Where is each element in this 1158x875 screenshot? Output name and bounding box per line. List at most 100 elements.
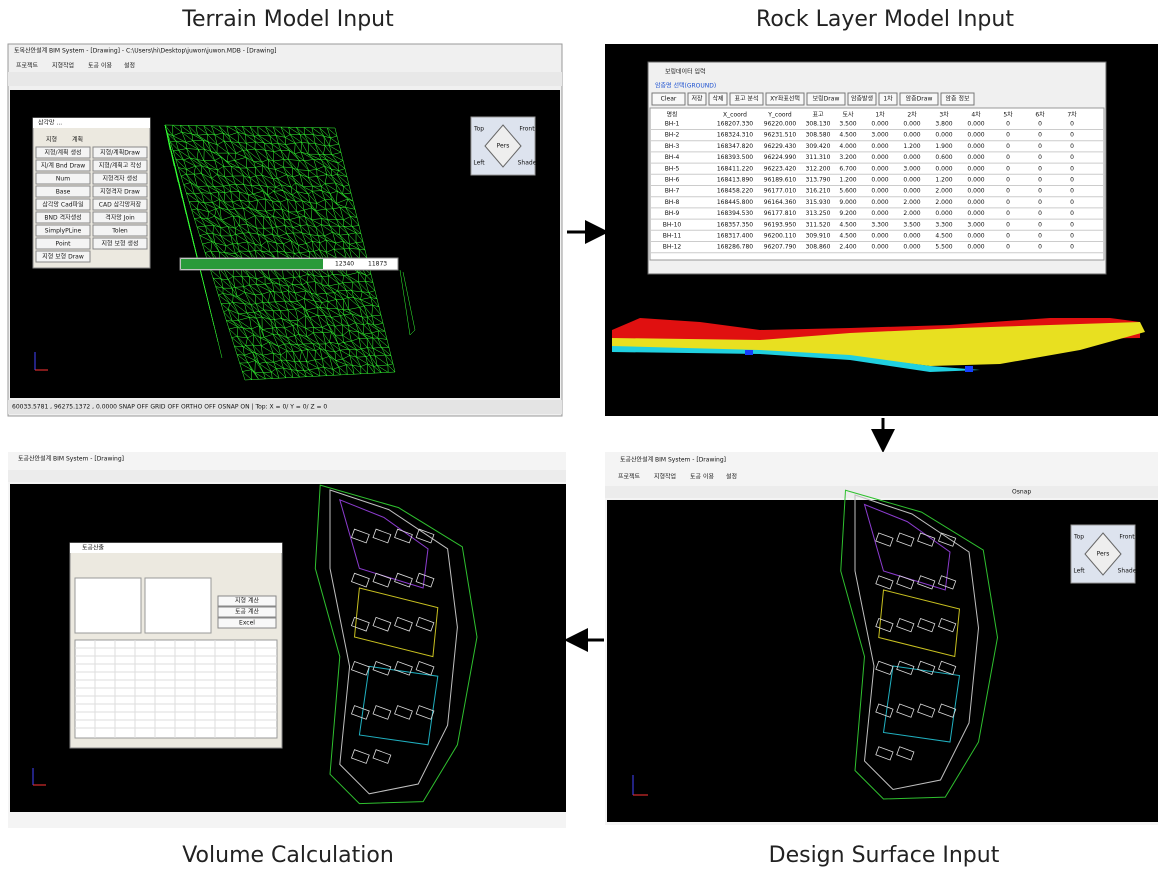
table-cell: 0 xyxy=(1006,143,1010,150)
cube-label: Top xyxy=(1073,534,1084,541)
table-cell: 1.200 xyxy=(935,177,952,184)
table-cell: 9.000 xyxy=(839,199,856,206)
table-cell: 0 xyxy=(1038,177,1042,184)
table-cell: 0 xyxy=(1038,121,1042,128)
table-cell: 3.200 xyxy=(839,154,856,161)
table-cell: 0 xyxy=(1006,221,1010,228)
caption: Design Surface Input xyxy=(769,843,1000,868)
building xyxy=(350,572,370,588)
progress-count: 12340 xyxy=(335,261,354,268)
building xyxy=(917,660,936,675)
table-cell: 0.000 xyxy=(871,143,888,150)
table-cell: 3.500 xyxy=(839,121,856,128)
table-cell: 0 xyxy=(1070,121,1074,128)
table-cell: 313.250 xyxy=(806,210,831,217)
table-cell: 316.210 xyxy=(806,188,831,195)
button-label: Tolen xyxy=(111,228,128,235)
table-header: 명칭 xyxy=(666,111,677,119)
table-cell: 0.000 xyxy=(935,165,952,172)
outline xyxy=(840,489,999,800)
table-cell: 9.200 xyxy=(839,210,856,217)
caption: Terrain Model Input xyxy=(181,7,394,32)
table-cell: 2.000 xyxy=(903,210,920,217)
outline xyxy=(882,665,961,743)
table-cell: 0 xyxy=(1038,165,1042,172)
button xyxy=(708,92,728,106)
table-cell: 0 xyxy=(1038,244,1042,251)
table-cell: 0 xyxy=(1038,199,1042,206)
button xyxy=(35,172,91,185)
table-cell: 3.300 xyxy=(871,221,888,228)
button xyxy=(765,92,805,106)
rock-layer-view: 보링데이터 입력 암층명 선택(GROUND) Clear 저장 삭제 표고 분석 XY… xyxy=(605,44,1158,416)
table-cell: 168207.330 xyxy=(717,121,753,128)
button-label: SimplyPLine xyxy=(45,228,82,235)
button xyxy=(651,92,686,106)
button xyxy=(35,237,91,250)
table-cell: 0 xyxy=(1070,154,1074,161)
table-cell: 0.000 xyxy=(871,165,888,172)
table-cell: 96223.420 xyxy=(764,165,797,172)
outline xyxy=(339,498,429,589)
dialog-title: 삼각망 ... xyxy=(38,119,62,127)
table-header: X_coord xyxy=(723,112,747,119)
volume-window: 토공산안설계 BIM System - [Drawing] 토공산출 지형 계산… xyxy=(8,452,566,828)
building xyxy=(350,660,370,676)
table-cell: BH-4 xyxy=(665,154,680,161)
table-cell: 0 xyxy=(1006,244,1010,251)
table-cell: 168458.220 xyxy=(717,188,753,195)
table-cell: 0.000 xyxy=(871,210,888,217)
button xyxy=(92,146,148,159)
table-cell: 96164.360 xyxy=(764,199,797,206)
progress-count: 11873 xyxy=(368,261,387,268)
building xyxy=(415,572,435,588)
table-cell: 0 xyxy=(1038,132,1042,139)
outline xyxy=(329,489,458,795)
table-cell: BH-6 xyxy=(665,177,680,184)
table-cell: 4.500 xyxy=(839,221,856,228)
table-cell: 0 xyxy=(1038,143,1042,150)
window-title: 토목산안설계 BIM System - [Drawing] - C:\Users… xyxy=(14,47,276,55)
table-cell: 3.000 xyxy=(871,132,888,139)
table-cell: 308.860 xyxy=(806,244,831,251)
table-cell: BH-9 xyxy=(665,210,680,217)
cube-label: Top xyxy=(473,126,484,133)
cube-label: Pers xyxy=(497,143,510,150)
building xyxy=(875,575,894,590)
outline xyxy=(314,484,478,805)
table-cell: 0.000 xyxy=(903,188,920,195)
table-cell: 96207.790 xyxy=(764,244,797,251)
table-cell: 0.000 xyxy=(967,121,984,128)
table-cell: 168394.530 xyxy=(717,210,753,217)
building xyxy=(372,616,392,632)
building xyxy=(350,705,370,720)
menu-bar: 프로젝트 지형작업 토공 이용 설정 xyxy=(618,473,737,481)
table-cell: 309.420 xyxy=(806,143,831,150)
table-cell: 0.600 xyxy=(935,154,952,161)
table-header: 6차 xyxy=(1035,111,1045,119)
table-cell: 0.000 xyxy=(903,121,920,128)
table-cell: 96177.010 xyxy=(764,188,797,195)
button-label: 삭제 xyxy=(712,95,723,103)
table-cell: BH-7 xyxy=(665,188,680,195)
table-header: 1차 xyxy=(875,111,885,119)
table-cell: 168411.220 xyxy=(717,165,753,172)
table-cell: BH-11 xyxy=(663,233,682,240)
toolbar-buttons: Clear 저장 삭제 표고 분석 XY좌표선택 보링Draw 암층발생 1차 암층Draw 암층… xyxy=(651,92,975,106)
button xyxy=(878,92,898,106)
table-cell: 0.000 xyxy=(935,210,952,217)
button-label: 암층 정보 xyxy=(946,95,970,103)
volume-outline xyxy=(314,484,478,805)
building xyxy=(896,660,915,675)
button-label: 지형격자 생성 xyxy=(102,175,137,183)
button-label: 격자망 Join xyxy=(105,214,135,222)
button-label: 암층발생 xyxy=(851,95,873,103)
table-cell: 0 xyxy=(1070,244,1074,251)
menu-item: 설정 xyxy=(726,473,737,481)
table-cell: 4.500 xyxy=(839,233,856,240)
button xyxy=(847,92,877,106)
button xyxy=(35,146,91,159)
table-cell: 3.000 xyxy=(903,165,920,172)
table-cell: 0 xyxy=(1070,233,1074,240)
